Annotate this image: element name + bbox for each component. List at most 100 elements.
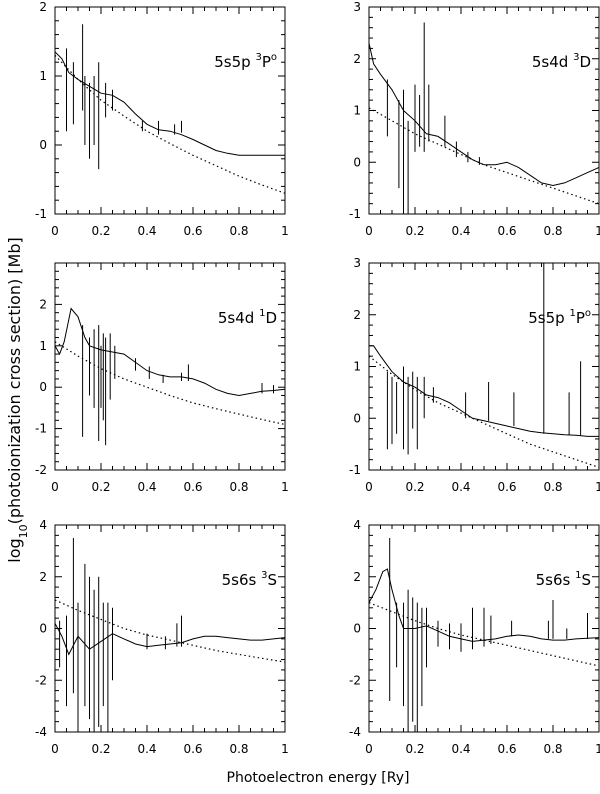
y-tick-label: 3 <box>353 0 361 14</box>
y-tick-label: -1 <box>349 463 361 477</box>
panel-label-superscript: 1 <box>575 570 581 581</box>
panel-label-main: 5s5p <box>214 53 255 71</box>
x-tick-label: 0.8 <box>229 742 248 756</box>
x-tick-label: 1 <box>595 480 600 494</box>
y-tick-label: -1 <box>35 422 47 436</box>
y-tick-label: 2 <box>39 297 47 311</box>
x-tick-label: 1 <box>281 224 289 238</box>
series-line-close-coupling <box>55 307 285 397</box>
panel-label: 5s5p 3Po <box>214 52 277 71</box>
y-tick-label: -4 <box>349 725 361 739</box>
panel-label-parity: o <box>585 308 591 319</box>
panel-label-term: P <box>262 53 271 71</box>
x-tick-label: 0.6 <box>183 224 202 238</box>
y-tick-label: 2 <box>353 570 361 584</box>
plot-area <box>369 537 599 732</box>
x-tick-label: 0.2 <box>91 224 110 238</box>
y-tick-label: 0 <box>39 138 47 152</box>
x-axis-title: Photoelectron energy [Ry] <box>227 770 410 786</box>
x-tick-label: 0.8 <box>543 224 562 238</box>
y-tick-label: 0 <box>353 622 361 636</box>
x-tick-label: 0.4 <box>451 742 470 756</box>
x-tick-label: 0.6 <box>497 480 516 494</box>
panel-label-term: S <box>581 571 591 589</box>
x-tick-label: 0.2 <box>91 742 110 756</box>
panel-label-term: S <box>267 571 277 589</box>
panel-label-superscript: 1 <box>259 308 265 319</box>
x-tick-label: 0.4 <box>451 480 470 494</box>
x-tick-label: 0.2 <box>405 480 424 494</box>
panel-label-main: 5s4d <box>218 309 259 327</box>
panel-label-superscript: 3 <box>261 570 267 581</box>
y-tick-label: 1 <box>39 69 47 83</box>
panel-label: 5s5p 1Po <box>528 308 591 327</box>
panel-label: 5s6s 1S <box>536 570 591 589</box>
series-line-hydrogenic <box>369 355 599 468</box>
x-tick-label: 0.6 <box>183 480 202 494</box>
panel-label-term: P <box>576 309 585 327</box>
x-tick-label: 0.8 <box>229 224 248 238</box>
series-line-hydrogenic <box>55 341 285 426</box>
x-tick-label: 0 <box>51 742 59 756</box>
x-tick-label: 0.4 <box>137 480 156 494</box>
plot-area <box>55 537 285 732</box>
y-tick-label: 3 <box>353 256 361 270</box>
panel-label: 5s4d 1D <box>218 308 277 327</box>
x-tick-label: 0.4 <box>451 224 470 238</box>
y-tick-label: -1 <box>35 207 47 221</box>
x-tick-label: 0.8 <box>229 480 248 494</box>
series-line-hydrogenic <box>55 54 285 194</box>
y-tick-label: 0 <box>353 411 361 425</box>
panel-top-left: 0 0.2 0.4 0.6 0.8 1 -1 0 1 2 5s5p 3Po <box>35 0 289 238</box>
plot-area <box>55 307 285 446</box>
panel-label-main: 5s5p <box>528 309 569 327</box>
x-tick-label: 0.4 <box>137 224 156 238</box>
y-tick-label: -4 <box>35 725 47 739</box>
x-tick-label: 0.6 <box>497 224 516 238</box>
y-tick-label: 0 <box>39 380 47 394</box>
series-line-close-coupling <box>369 568 599 642</box>
x-tick-label: 1 <box>595 224 600 238</box>
y-tick-label: 4 <box>353 518 361 532</box>
plot-area <box>55 24 285 194</box>
panel-middle-right: 0 0.2 0.4 0.6 0.8 1 -1 0 1 2 3 5s5p 1Po <box>349 256 600 494</box>
x-tick-label: 0 <box>365 224 373 238</box>
x-tick-label: 0.2 <box>91 480 110 494</box>
y-tick-label: 2 <box>353 52 361 66</box>
y-tick-label: -2 <box>349 673 361 687</box>
panel-bottom-left: 0 0.2 0.4 0.6 0.8 1 -4 -2 0 2 4 5s6s 3S <box>35 518 289 756</box>
x-tick-label: 1 <box>281 480 289 494</box>
series-line-hydrogenic <box>55 599 285 663</box>
y-tick-label: 1 <box>353 104 361 118</box>
plot-area <box>369 22 599 214</box>
x-tick-label: 1 <box>595 742 600 756</box>
panel-label-main: 5s6s <box>222 571 262 589</box>
y-axis-title-subscript: 10 <box>17 524 30 538</box>
panel-label: 5s4d 3D <box>532 52 591 71</box>
panel-label-parity: o <box>271 52 277 63</box>
x-tick-label: 0 <box>365 480 373 494</box>
y-tick-label: -1 <box>349 207 361 221</box>
panel-label-term: D <box>579 53 591 71</box>
series-line-close-coupling <box>369 345 599 437</box>
y-tick-label: 0 <box>353 155 361 169</box>
x-tick-label: 0 <box>365 742 373 756</box>
panel-label-superscript: 3 <box>573 52 579 63</box>
panel-label-superscript: 3 <box>255 52 261 63</box>
series-line-close-coupling <box>55 623 285 656</box>
panel-label-main: 5s4d <box>532 53 573 71</box>
series-line-close-coupling <box>55 51 285 156</box>
y-tick-label: 1 <box>353 360 361 374</box>
x-tick-label: 0 <box>51 480 59 494</box>
y-tick-label: 2 <box>353 308 361 322</box>
x-tick-label: 0.4 <box>137 742 156 756</box>
y-tick-label: 2 <box>39 0 47 14</box>
y-axis-title: log10(photoionization cross section) [Mb… <box>5 237 30 563</box>
x-tick-label: 0.8 <box>543 480 562 494</box>
y-axis-title-main: log <box>5 538 24 562</box>
x-tick-label: 0.6 <box>497 742 516 756</box>
